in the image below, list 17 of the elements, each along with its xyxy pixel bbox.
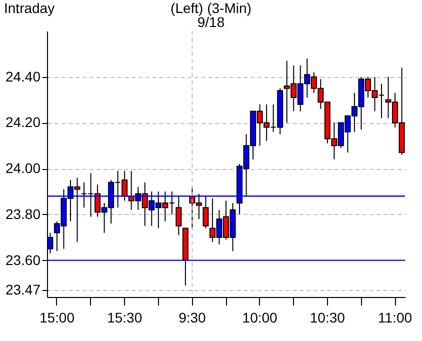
- x-tick-label: 10:30: [310, 310, 346, 326]
- candlestick: [81, 182, 88, 208]
- chart-title: Intraday: [4, 0, 55, 16]
- y-tick-label: 23.47: [5, 282, 41, 298]
- y-tick-label: 23.60: [5, 252, 41, 268]
- x-tick-label: 11:00: [378, 310, 412, 326]
- candlestick: [202, 196, 209, 229]
- y-tick-label: 24.20: [5, 114, 41, 130]
- x-tick-label: 10:00: [242, 310, 278, 326]
- chart-subtitle: (Left) (3-Min): [170, 0, 252, 16]
- x-tick-label: 15:00: [39, 310, 75, 326]
- y-tick-label: 24.40: [5, 68, 41, 84]
- x-tick-label: 15:30: [107, 310, 142, 326]
- y-tick-label: 23.80: [5, 206, 41, 222]
- x-tick-label: 9:30: [178, 310, 206, 326]
- y-tick-label: 24.00: [5, 160, 41, 176]
- candlestick: [176, 196, 182, 236]
